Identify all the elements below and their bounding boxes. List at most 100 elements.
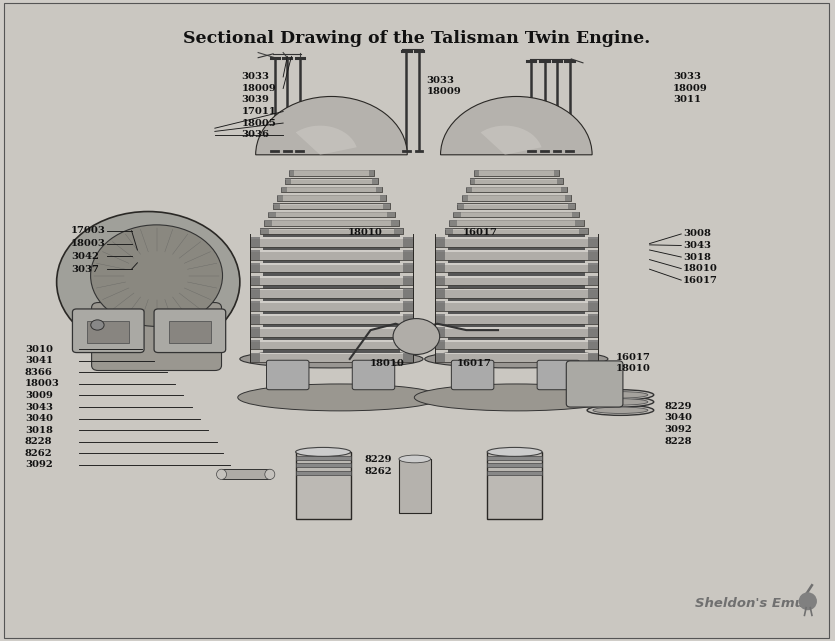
Bar: [250, 237, 260, 247]
Bar: [250, 327, 260, 337]
Bar: [383, 234, 400, 362]
Text: 3043: 3043: [25, 403, 53, 412]
Text: 18009: 18009: [427, 87, 461, 96]
Text: 8262: 8262: [25, 449, 53, 458]
Text: 3043: 3043: [683, 241, 711, 250]
Bar: [276, 195, 387, 201]
Bar: [380, 195, 387, 201]
Bar: [250, 314, 260, 324]
Bar: [466, 187, 567, 192]
Text: 18010: 18010: [348, 228, 383, 237]
Wedge shape: [256, 97, 407, 155]
Bar: [458, 203, 464, 209]
Bar: [462, 195, 468, 201]
Bar: [272, 203, 280, 209]
Bar: [588, 276, 598, 285]
Ellipse shape: [593, 392, 648, 398]
Bar: [568, 203, 575, 209]
Bar: [435, 288, 598, 298]
Bar: [250, 314, 412, 324]
Bar: [588, 340, 598, 349]
Bar: [276, 195, 283, 201]
Bar: [453, 212, 461, 217]
Bar: [435, 314, 445, 324]
Bar: [383, 203, 391, 209]
Bar: [435, 327, 598, 337]
Bar: [448, 337, 585, 340]
Text: 18003: 18003: [71, 239, 106, 248]
Bar: [435, 250, 598, 252]
Bar: [394, 228, 402, 234]
Text: 16017: 16017: [457, 359, 491, 368]
Circle shape: [393, 319, 440, 354]
Bar: [470, 178, 475, 184]
Text: 18005: 18005: [241, 119, 276, 128]
Text: Sheldon's Emu: Sheldon's Emu: [696, 597, 804, 610]
Bar: [403, 250, 412, 260]
Ellipse shape: [240, 350, 423, 368]
Bar: [435, 301, 598, 303]
Bar: [474, 170, 559, 176]
Bar: [466, 187, 567, 188]
Bar: [272, 203, 391, 209]
Bar: [263, 337, 400, 340]
Bar: [399, 459, 431, 513]
Ellipse shape: [593, 407, 648, 413]
Text: 3041: 3041: [25, 356, 53, 365]
Bar: [263, 260, 400, 263]
Bar: [435, 237, 445, 247]
Bar: [88, 321, 129, 343]
Bar: [263, 349, 400, 353]
Text: 3011: 3011: [673, 96, 701, 104]
Bar: [403, 276, 412, 285]
Bar: [435, 340, 598, 342]
Wedge shape: [296, 126, 357, 155]
Bar: [588, 263, 598, 272]
Bar: [435, 276, 598, 278]
Bar: [435, 353, 598, 354]
Bar: [435, 288, 445, 298]
Ellipse shape: [414, 384, 619, 411]
Bar: [250, 288, 412, 298]
Bar: [435, 250, 598, 260]
Bar: [588, 353, 598, 362]
Bar: [435, 327, 445, 337]
Ellipse shape: [587, 405, 654, 415]
Wedge shape: [441, 97, 592, 155]
Bar: [250, 276, 260, 285]
Text: 18009: 18009: [241, 84, 276, 93]
Bar: [435, 327, 598, 329]
Text: 8262: 8262: [365, 467, 392, 476]
Bar: [250, 301, 260, 311]
Bar: [448, 247, 585, 250]
Bar: [221, 469, 270, 479]
Bar: [387, 212, 394, 217]
Ellipse shape: [265, 469, 275, 479]
Ellipse shape: [487, 447, 542, 456]
Bar: [579, 228, 588, 234]
Bar: [268, 212, 394, 213]
Bar: [403, 288, 412, 298]
Bar: [448, 234, 464, 362]
Text: 8228: 8228: [25, 437, 53, 446]
Bar: [250, 288, 260, 298]
Bar: [564, 195, 571, 201]
Bar: [250, 250, 412, 260]
Bar: [403, 237, 412, 247]
Bar: [448, 298, 585, 301]
Text: 18003: 18003: [25, 379, 60, 388]
Circle shape: [91, 320, 104, 330]
Bar: [403, 327, 412, 337]
Bar: [250, 276, 412, 285]
Bar: [435, 340, 598, 349]
Text: 18009: 18009: [673, 84, 707, 93]
Bar: [285, 178, 378, 184]
Bar: [250, 301, 412, 303]
FancyBboxPatch shape: [266, 360, 309, 390]
Text: 16017: 16017: [683, 276, 718, 285]
Bar: [296, 452, 351, 519]
Bar: [435, 263, 598, 265]
Bar: [448, 260, 585, 263]
Bar: [554, 170, 559, 176]
Bar: [250, 340, 412, 342]
